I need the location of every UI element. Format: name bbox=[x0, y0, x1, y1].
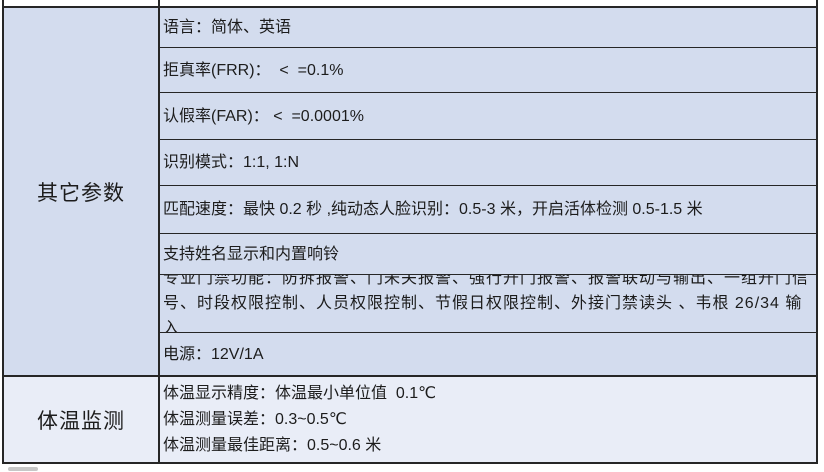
spec-row-access-control: 专业门禁功能：防拆报警、门未关报警、强行开门报警、报警联动与输出、一组开门信号、… bbox=[160, 275, 816, 333]
spec-row-recognition-mode-text: 识别模式：1:1, 1:N bbox=[163, 154, 300, 171]
temp-monitoring-header-cell: 体温监测 bbox=[4, 377, 160, 462]
temp-precision-line: 体温显示精度：体温最小单位值 0.1℃ bbox=[163, 384, 437, 402]
temp-error-line: 体温测量误差：0.3~0.5℃ bbox=[163, 410, 347, 428]
spec-row-language-text: 语言：简体、英语 bbox=[163, 19, 292, 36]
corner-artifact bbox=[8, 467, 38, 471]
temp-monitoring-header-label: 体温监测 bbox=[37, 409, 125, 433]
section-other-params: 其它参数 语言：简体、英语 拒真率(FRR)： < =0.1% 认假率(FAR)… bbox=[4, 8, 816, 377]
spec-row-matching-speed-text: 匹配速度：最快 0.2 秒 ,纯动态人脸识别：0.5-3 米，开启活体检测 0.… bbox=[163, 201, 703, 218]
spec-row-frr-text: 拒真率(FRR)： < =0.1% bbox=[163, 61, 344, 79]
other-params-rows: 语言：简体、英语 拒真率(FRR)： < =0.1% 认假率(FAR)： < =… bbox=[160, 8, 816, 375]
spec-row-name-display-bell: 支持姓名显示和内置响铃 bbox=[160, 234, 816, 275]
spec-row-power-text: 电源：12V/1A bbox=[163, 345, 264, 363]
spec-row-recognition-mode: 识别模式：1:1, 1:N bbox=[160, 140, 816, 186]
spec-row-far-text: 认假率(FAR)： < =0.0001% bbox=[163, 107, 364, 125]
table-top-partial-row bbox=[4, 0, 816, 8]
section-temp-monitoring: 体温监测 体温显示精度：体温最小单位值 0.1℃ 体温测量误差：0.3~0.5℃… bbox=[4, 377, 816, 462]
spec-row-access-control-text: 专业门禁功能：防拆报警、门未关报警、强行开门报警、报警联动与输出、一组开门信号、… bbox=[163, 275, 810, 333]
spec-row-language: 语言：简体、英语 bbox=[160, 8, 816, 48]
spec-table: 其它参数 语言：简体、英语 拒真率(FRR)： < =0.1% 认假率(FAR)… bbox=[2, 0, 818, 464]
spec-row-far: 认假率(FAR)： < =0.0001% bbox=[160, 93, 816, 140]
other-params-header-label: 其它参数 bbox=[37, 181, 125, 205]
spec-row-power: 电源：12V/1A bbox=[160, 333, 816, 375]
spec-row-frr: 拒真率(FRR)： < =0.1% bbox=[160, 48, 816, 93]
other-params-header-cell: 其它参数 bbox=[4, 8, 160, 375]
temp-distance-line: 体温测量最佳距离：0.5~0.6 米 bbox=[163, 436, 382, 454]
top-partial-left-cell bbox=[4, 0, 160, 6]
spec-row-matching-speed: 匹配速度：最快 0.2 秒 ,纯动态人脸识别：0.5-3 米，开启活体检测 0.… bbox=[160, 186, 816, 234]
spec-row-name-display-bell-text: 支持姓名显示和内置响铃 bbox=[163, 245, 340, 263]
temp-monitoring-content: 体温显示精度：体温最小单位值 0.1℃ 体温测量误差：0.3~0.5℃ 体温测量… bbox=[160, 377, 816, 462]
